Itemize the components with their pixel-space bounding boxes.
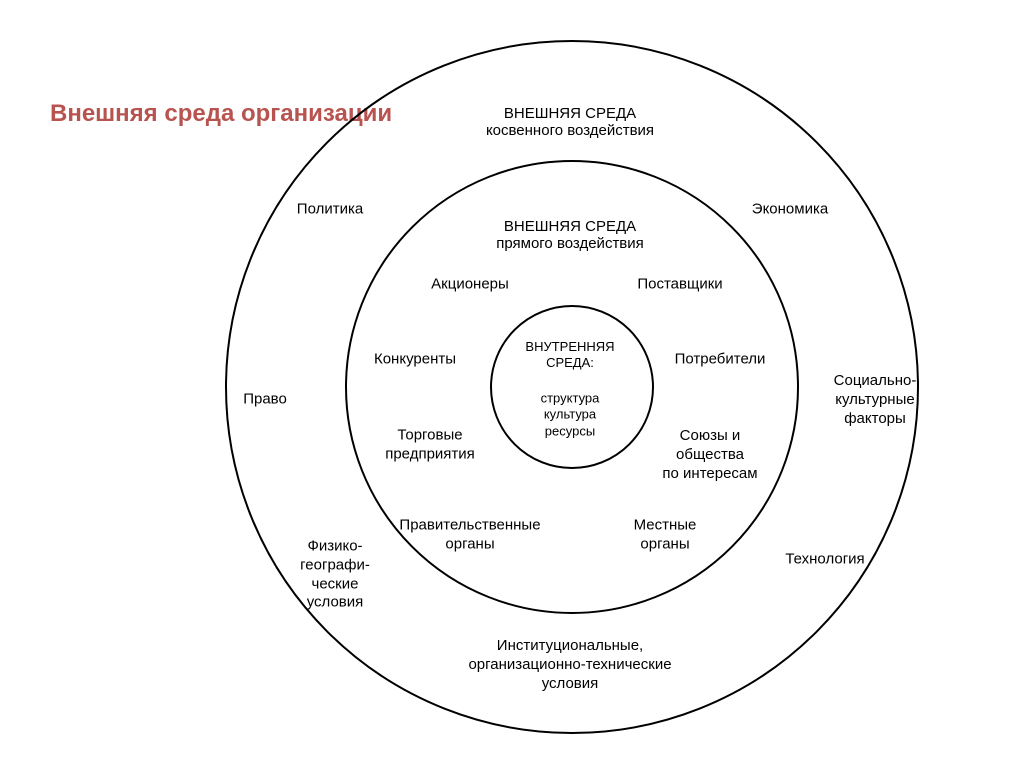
middle-ring-label: Конкуренты <box>374 351 456 370</box>
middle-ring-heading-line2: прямого воздействия <box>496 235 644 252</box>
outer-ring-label: Политика <box>297 201 363 220</box>
middle-ring-label: Потребители <box>675 351 766 370</box>
middle-ring-label: Поставщики <box>637 276 722 295</box>
outer-ring-label: Физико-географи-ческиеусловия <box>300 538 370 613</box>
outer-ring-heading-line1: ВНЕШНЯЯ СРЕДА <box>486 105 654 122</box>
middle-ring-heading-line1: ВНЕШНЯЯ СРЕДА <box>496 218 644 235</box>
outer-ring-label: Право <box>243 391 287 410</box>
middle-ring-label: Местныеорганы <box>634 516 697 554</box>
middle-ring-label: Торговыепредприятия <box>385 426 475 464</box>
outer-ring-heading-line2: косвенного воздействия <box>486 122 654 139</box>
inner-ring <box>490 305 654 469</box>
middle-ring-label: Союзы иобществапо интересам <box>662 427 757 483</box>
inner-ring-body: структуракультураресурсы <box>541 391 600 440</box>
page-title: Внешняя среда организации <box>50 100 392 128</box>
outer-ring-label: Технология <box>785 551 864 570</box>
middle-ring-label: Акционеры <box>431 276 509 295</box>
middle-ring-label: Правительственныеорганы <box>399 516 540 554</box>
middle-ring-heading: ВНЕШНЯЯ СРЕДА прямого воздействия <box>496 218 644 252</box>
inner-ring-heading: ВНУТРЕННЯЯСРЕДА: <box>525 339 614 372</box>
outer-ring-label: Социально-культурныефакторы <box>834 372 917 428</box>
outer-ring-heading: ВНЕШНЯЯ СРЕДА косвенного воздействия <box>486 105 654 139</box>
outer-ring-label: Экономика <box>752 201 828 220</box>
outer-ring-label: Институциональные,организационно-техниче… <box>468 637 671 693</box>
